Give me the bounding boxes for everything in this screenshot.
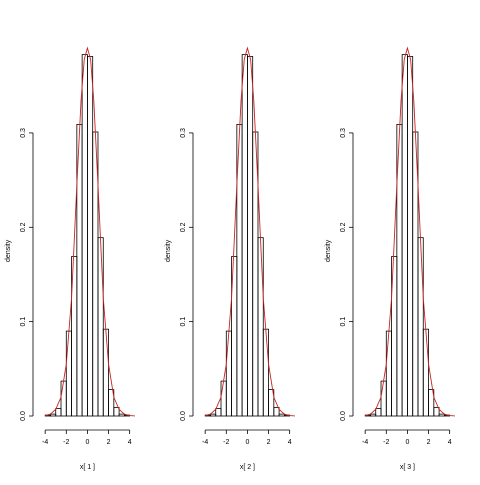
x-tick-label: -2 bbox=[63, 439, 69, 446]
histogram-bars bbox=[204, 54, 291, 417]
y-tick-label: 0.3 bbox=[340, 128, 347, 138]
x-axis: -4 -2 0 2 4 bbox=[362, 429, 452, 446]
x-tick-label: 4 bbox=[288, 439, 292, 446]
x-tick-label: -4 bbox=[362, 439, 368, 446]
x-axis: -4 -2 0 2 4 bbox=[42, 429, 132, 446]
y-tick-label: 0.1 bbox=[340, 317, 347, 327]
x-tick-label: 4 bbox=[128, 439, 132, 446]
histogram-bar bbox=[220, 380, 227, 417]
x-tick-label: -4 bbox=[42, 439, 48, 446]
y-tick-label: 0.0 bbox=[340, 411, 347, 421]
y-tick-label: 0.2 bbox=[340, 222, 347, 232]
histogram-bar bbox=[102, 328, 109, 417]
y-axis-label: density bbox=[5, 239, 12, 262]
histogram-bar bbox=[273, 407, 280, 417]
histogram-bar bbox=[50, 413, 57, 417]
histogram-bar bbox=[225, 330, 232, 417]
histogram-bar bbox=[55, 408, 62, 417]
histogram-bar bbox=[118, 413, 125, 417]
x-tick-label: 0 bbox=[245, 439, 249, 446]
histogram-bar bbox=[97, 237, 104, 417]
histogram-bar bbox=[401, 54, 408, 417]
x-tick-label: 4 bbox=[448, 439, 452, 446]
density-curve bbox=[205, 46, 295, 417]
histogram-bar bbox=[65, 330, 72, 417]
histogram-panel-1: -4 -2 0 2 4 0.0 0.1 0.2 0.3 x[ 1 ] density bbox=[5, 46, 135, 471]
histogram-bar bbox=[380, 380, 387, 417]
y-tick-label: 0.3 bbox=[20, 128, 27, 138]
x-tick-label: 2 bbox=[267, 439, 271, 446]
histogram-bar bbox=[370, 413, 377, 417]
y-tick-label: 0.3 bbox=[180, 128, 187, 138]
y-tick-label: 0.2 bbox=[180, 222, 187, 232]
histogram-bar bbox=[385, 330, 392, 417]
histogram-bars bbox=[364, 54, 451, 417]
histogram-bar bbox=[375, 408, 382, 417]
histogram-bars bbox=[44, 54, 131, 417]
histogram-bar bbox=[87, 56, 94, 417]
histogram-bar bbox=[268, 389, 275, 417]
histogram-bar bbox=[210, 413, 217, 417]
y-tick-label: 0.0 bbox=[180, 411, 187, 421]
histogram-bar bbox=[262, 328, 269, 417]
x-tick-label: -2 bbox=[383, 439, 389, 446]
y-tick-label: 0.0 bbox=[20, 411, 27, 421]
histogram-bar bbox=[247, 56, 254, 417]
x-axis: -4 -2 0 2 4 bbox=[202, 429, 292, 446]
histogram-bar bbox=[433, 407, 440, 417]
histogram-bar bbox=[257, 237, 264, 417]
x-tick-label: 0 bbox=[85, 439, 89, 446]
y-tick-label: 0.1 bbox=[20, 317, 27, 327]
histogram-bar bbox=[60, 380, 67, 417]
histogram-bar bbox=[422, 328, 429, 417]
histogram-bar bbox=[241, 54, 248, 417]
x-tick-label: 0 bbox=[405, 439, 409, 446]
histogram-bar bbox=[428, 389, 435, 417]
histogram-panel-3: -4 -2 0 2 4 0.0 0.1 0.2 0.3 x[ 3 ] density bbox=[325, 46, 455, 471]
x-tick-label: -4 bbox=[202, 439, 208, 446]
histogram-bar bbox=[407, 56, 414, 417]
x-axis-label: x[ 3 ] bbox=[400, 464, 415, 471]
x-axis-label: x[ 2 ] bbox=[240, 464, 255, 471]
density-curve bbox=[45, 46, 135, 417]
y-axis: 0.0 0.1 0.2 0.3 bbox=[340, 128, 354, 421]
y-axis: 0.0 0.1 0.2 0.3 bbox=[20, 128, 34, 421]
y-axis-label: density bbox=[165, 239, 172, 262]
histogram-bar bbox=[113, 407, 120, 417]
histogram-bar bbox=[438, 413, 445, 417]
histogram-bar bbox=[215, 408, 222, 417]
histogram-panel-2: -4 -2 0 2 4 0.0 0.1 0.2 0.3 x[ 2 ] density bbox=[165, 46, 295, 471]
y-axis-label: density bbox=[325, 239, 332, 262]
y-axis: 0.0 0.1 0.2 0.3 bbox=[180, 128, 194, 421]
y-tick-label: 0.1 bbox=[180, 317, 187, 327]
histogram-bar bbox=[278, 413, 285, 417]
histogram-bar bbox=[417, 237, 424, 417]
x-tick-label: 2 bbox=[427, 439, 431, 446]
x-tick-label: 2 bbox=[107, 439, 111, 446]
density-curve bbox=[365, 46, 455, 417]
x-axis-label: x[ 1 ] bbox=[80, 464, 95, 471]
x-tick-label: -2 bbox=[223, 439, 229, 446]
y-tick-label: 0.2 bbox=[20, 222, 27, 232]
histogram-bar bbox=[81, 54, 88, 417]
histogram-bar bbox=[108, 389, 115, 417]
